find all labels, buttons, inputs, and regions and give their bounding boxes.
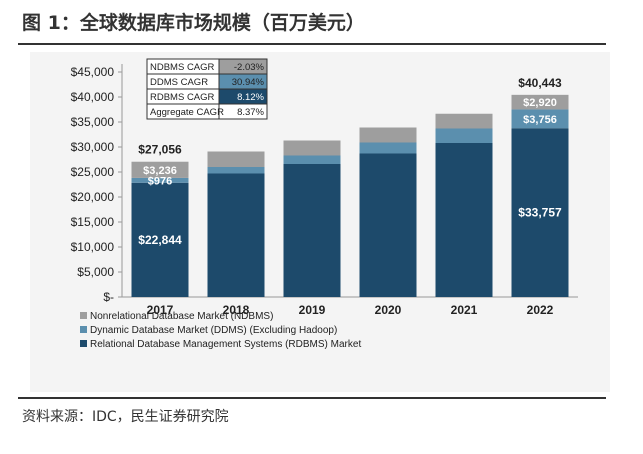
legend-swatch xyxy=(80,326,87,333)
ddms-segment xyxy=(131,177,189,183)
y-tick-label: $5,000 xyxy=(77,265,114,279)
legend-swatch xyxy=(80,312,87,319)
x-tick-label: 2022 xyxy=(527,303,554,317)
bottom-rule xyxy=(18,397,606,399)
ndbms-data-label: $3,236 xyxy=(143,165,177,177)
ndbms-segment xyxy=(207,151,265,167)
cagr-label: Aggregate CAGR xyxy=(150,107,224,118)
cagr-value: 8.12% xyxy=(237,92,264,103)
rdbms-data-label: $22,844 xyxy=(138,233,182,247)
rdbms-segment xyxy=(207,173,265,297)
cagr-label: RDBMS CAGR xyxy=(150,92,215,103)
chart-panel: $- $5,000 $10,000 $15,000 $20,000 $25,000 $30,… xyxy=(30,52,610,392)
ndbms-segment xyxy=(511,94,569,110)
ndbms-segment xyxy=(283,140,341,156)
source-note: 资料来源：IDC，民生证券研究院 xyxy=(22,409,229,425)
x-tick-label: 2019 xyxy=(299,303,326,317)
y-tick-label: $40,000 xyxy=(71,90,115,104)
legend-label: Relational Database Management Systems (… xyxy=(90,339,361,350)
legend-label: Dynamic Database Market (DDMS) (Excludin… xyxy=(90,325,337,336)
rdbms-segment xyxy=(131,182,189,297)
cagr-label: DDMS CAGR xyxy=(150,77,208,88)
x-tick-label: 2017 xyxy=(147,303,174,317)
total-data-label: $27,056 xyxy=(138,143,182,157)
rdbms-data-label: $33,757 xyxy=(518,206,562,220)
ddms-segment xyxy=(435,128,493,143)
top-rule xyxy=(18,43,606,45)
legend-label: Nonrelational Database Market (NDBMS) xyxy=(90,311,273,322)
figure-title: 图 1：全球数据库市场规模（百万美元） xyxy=(22,12,365,34)
ddms-segment xyxy=(283,155,341,164)
ddms-data-label: $976 xyxy=(148,175,172,187)
cagr-label-cell xyxy=(146,103,220,120)
y-tick-label: $25,000 xyxy=(71,165,115,179)
ndbms-data-label: $2,920 xyxy=(523,97,557,109)
total-data-label: $40,443 xyxy=(518,76,562,90)
cagr-value: -2.03% xyxy=(234,62,265,73)
rdbms-segment xyxy=(511,128,569,297)
y-tick-label: $35,000 xyxy=(71,115,115,129)
cagr-label: NDBMS CAGR xyxy=(150,62,215,73)
legend-swatch xyxy=(80,340,87,347)
rdbms-segment xyxy=(283,164,341,297)
ddms-segment xyxy=(207,167,265,174)
cagr-value: 8.37% xyxy=(237,107,264,118)
y-tick-label: $15,000 xyxy=(71,215,115,229)
ndbms-segment xyxy=(131,161,189,178)
y-tick-label: $30,000 xyxy=(71,140,115,154)
y-tick-label: $- xyxy=(103,290,114,304)
ddms-segment xyxy=(511,109,569,129)
y-tick-label: $20,000 xyxy=(71,190,115,204)
cagr-value: 30.94% xyxy=(232,77,265,88)
y-tick-label: $45,000 xyxy=(71,65,115,79)
ndbms-segment xyxy=(435,113,493,129)
stacked-bar-chart: $- $5,000 $10,000 $15,000 $20,000 $25,000 $30,… xyxy=(71,58,578,350)
rdbms-segment xyxy=(359,153,417,297)
y-tick-label: $10,000 xyxy=(71,240,115,254)
ddms-data-label: $3,756 xyxy=(523,114,557,126)
rdbms-segment xyxy=(435,143,493,297)
ddms-segment xyxy=(359,142,417,154)
x-tick-label: 2018 xyxy=(223,303,250,317)
x-tick-label: 2020 xyxy=(375,303,402,317)
x-tick-label: 2021 xyxy=(451,303,478,317)
ndbms-segment xyxy=(359,127,417,143)
